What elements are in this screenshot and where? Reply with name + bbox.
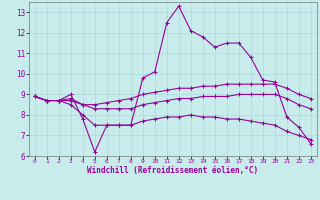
X-axis label: Windchill (Refroidissement éolien,°C): Windchill (Refroidissement éolien,°C) <box>87 166 258 175</box>
